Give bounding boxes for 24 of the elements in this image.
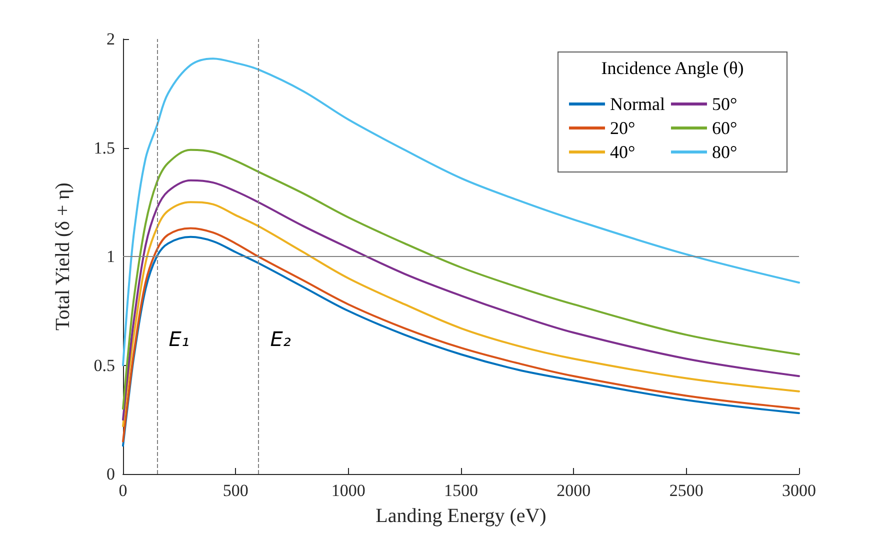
legend-label: 20° xyxy=(610,118,636,138)
legend-label: 60° xyxy=(712,118,738,138)
ref-line-label: E₁ xyxy=(168,327,190,352)
legend-label: 80° xyxy=(712,142,738,162)
y-tick-label: 2 xyxy=(106,30,115,48)
x-tick-label: 3000 xyxy=(782,481,816,500)
x-tick-label: 1500 xyxy=(444,481,478,500)
legend-label: Normal xyxy=(610,94,665,114)
x-tick-label: 2000 xyxy=(556,481,591,500)
x-tick-label: 500 xyxy=(222,481,248,500)
y-tick-label: 1 xyxy=(106,247,115,266)
ref-line-label: E₂ xyxy=(270,327,291,352)
line-series xyxy=(122,58,800,366)
y-tick-label: 0.5 xyxy=(94,356,115,375)
x-tick-label: 0 xyxy=(118,481,128,500)
y-tick-label: 1.5 xyxy=(94,138,115,158)
x-tick-label: 2500 xyxy=(669,481,704,500)
legend-label: 40° xyxy=(610,142,636,162)
x-tick-label: 1000 xyxy=(331,481,366,500)
y-axis-title: Total Yield (δ + η) xyxy=(52,182,74,330)
legend-title: Incidence Angle (θ) xyxy=(601,58,744,78)
y-tick-label: 0 xyxy=(106,464,115,484)
x-axis-title: Landing Energy (eV) xyxy=(376,505,546,527)
legend-label: 50° xyxy=(712,94,738,114)
